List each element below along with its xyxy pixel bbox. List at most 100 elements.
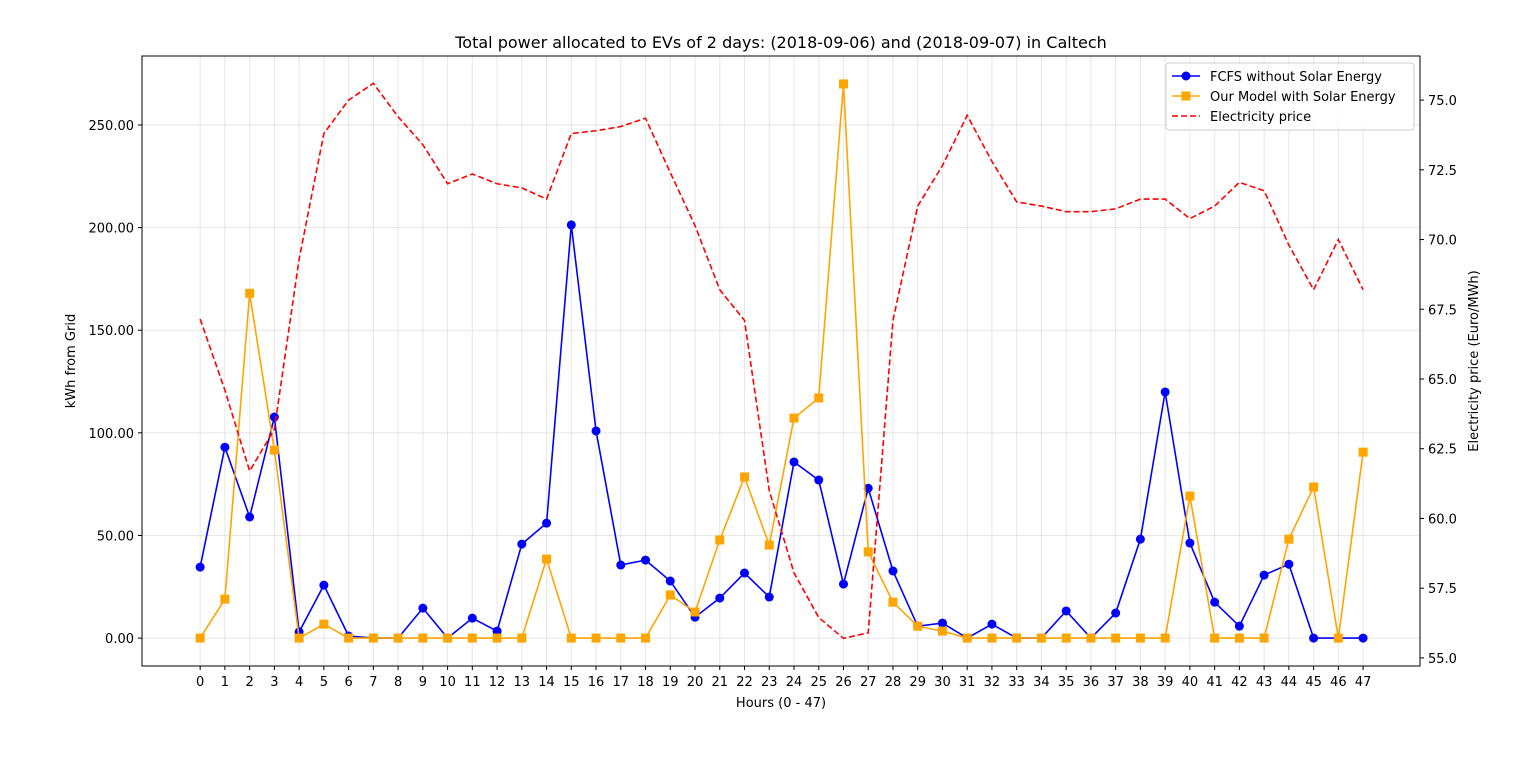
data-point xyxy=(368,633,378,643)
x-tick-label: 29 xyxy=(909,675,926,690)
data-point xyxy=(888,566,898,576)
y-right-tick-label: 65.0 xyxy=(1428,373,1457,388)
data-point xyxy=(987,633,997,643)
x-tick-label: 28 xyxy=(885,675,902,690)
x-tick-label: 39 xyxy=(1157,675,1174,690)
data-point xyxy=(838,579,848,589)
x-tick-label: 21 xyxy=(711,675,728,690)
data-point xyxy=(1086,633,1096,643)
series-line xyxy=(199,82,1364,640)
x-tick-label: 31 xyxy=(959,675,976,690)
x-tick-label: 2 xyxy=(245,675,253,690)
y-tick-label: 0.00 xyxy=(105,632,134,647)
data-point xyxy=(863,483,873,493)
y-right-tick-label: 67.5 xyxy=(1428,303,1457,318)
x-tick-label: 14 xyxy=(538,675,555,690)
x-tick-label: 12 xyxy=(489,675,506,690)
x-tick-label: 9 xyxy=(419,675,427,690)
x-tick-label: 18 xyxy=(637,675,654,690)
data-point xyxy=(1358,633,1368,643)
data-point xyxy=(319,580,329,590)
data-point xyxy=(937,618,947,628)
data-point xyxy=(764,540,774,550)
data-point xyxy=(467,633,477,643)
plot-frame xyxy=(141,55,1421,667)
y-tick-label: 150.00 xyxy=(89,324,135,339)
x-tick-label: 36 xyxy=(1083,675,1100,690)
data-point xyxy=(418,633,428,643)
data-point xyxy=(715,535,725,545)
data-point xyxy=(1284,559,1294,569)
data-point xyxy=(591,426,601,436)
data-point xyxy=(591,633,601,643)
x-tick-label: 8 xyxy=(394,675,402,690)
x-tick-label: 16 xyxy=(588,675,605,690)
data-point xyxy=(1160,633,1170,643)
x-tick-label: 22 xyxy=(736,675,753,690)
data-point xyxy=(1185,538,1195,548)
x-tick-label: 0 xyxy=(196,675,204,690)
data-point xyxy=(1061,606,1071,616)
x-tick-label: 15 xyxy=(563,675,580,690)
series-line xyxy=(199,224,1364,640)
legend-marker xyxy=(1181,91,1191,101)
y-axis-right-label: Electricity price (Euro/MWh) xyxy=(1467,270,1482,452)
data-point xyxy=(1358,447,1368,457)
legend-label: Electricity price xyxy=(1210,110,1311,125)
data-point xyxy=(1333,633,1343,643)
y-axis-right: 55.0 57.5 60.0 62.5 65.0 67.5 70.0 72.5 75.0 xyxy=(1420,94,1457,667)
data-point xyxy=(641,633,651,643)
data-point xyxy=(195,562,205,572)
y-right-tick-label: 70.0 xyxy=(1428,234,1457,249)
data-point xyxy=(888,597,898,607)
data-point xyxy=(1234,633,1244,643)
legend-label: FCFS without Solar Energy xyxy=(1210,70,1382,85)
data-point xyxy=(542,518,552,528)
y-right-tick-label: 62.5 xyxy=(1428,443,1457,458)
data-point xyxy=(789,457,799,467)
x-tick-label: 30 xyxy=(934,675,951,690)
x-tick-label: 44 xyxy=(1281,675,1298,690)
data-point xyxy=(1185,491,1195,501)
data-point xyxy=(962,633,972,643)
data-point xyxy=(1111,633,1121,643)
x-tick-label: 42 xyxy=(1231,675,1248,690)
x-tick-label: 3 xyxy=(270,675,278,690)
data-point xyxy=(616,560,626,570)
data-point xyxy=(838,79,848,89)
y-axis-left: 0.00 50.00 100.00 150.00 200.00 250.00 xyxy=(89,119,142,647)
data-point xyxy=(245,512,255,522)
data-point xyxy=(764,592,774,602)
data-point xyxy=(814,475,824,485)
data-point xyxy=(913,621,923,631)
data-point xyxy=(1160,387,1170,397)
data-point xyxy=(987,619,997,629)
legend-box xyxy=(1165,62,1415,131)
data-point xyxy=(492,633,502,643)
x-tick-label: 7 xyxy=(369,675,377,690)
x-tick-label: 45 xyxy=(1305,675,1322,690)
data-point xyxy=(937,626,947,636)
data-point xyxy=(789,413,799,423)
y-right-tick-label: 60.0 xyxy=(1428,512,1457,527)
data-point xyxy=(665,590,675,600)
y-tick-label: 50.00 xyxy=(97,529,134,544)
x-tick-label: 34 xyxy=(1033,675,1050,690)
series-line xyxy=(199,83,1364,640)
x-tick-label: 24 xyxy=(786,675,803,690)
data-point xyxy=(1234,621,1244,631)
data-point xyxy=(1111,608,1121,618)
y-axis-label: kWh from Grid xyxy=(64,314,79,408)
data-point xyxy=(517,633,527,643)
x-tick-label: 27 xyxy=(860,675,877,690)
legend: FCFS without Solar Energy Our Model with … xyxy=(1165,62,1415,131)
data-point xyxy=(740,568,750,578)
x-tick-label: 25 xyxy=(810,675,827,690)
x-tick-label: 4 xyxy=(295,675,303,690)
data-point xyxy=(195,633,205,643)
x-tick-label: 26 xyxy=(835,675,852,690)
x-tick-label: 17 xyxy=(613,675,630,690)
data-point xyxy=(616,633,626,643)
x-tick-label: 35 xyxy=(1058,675,1075,690)
